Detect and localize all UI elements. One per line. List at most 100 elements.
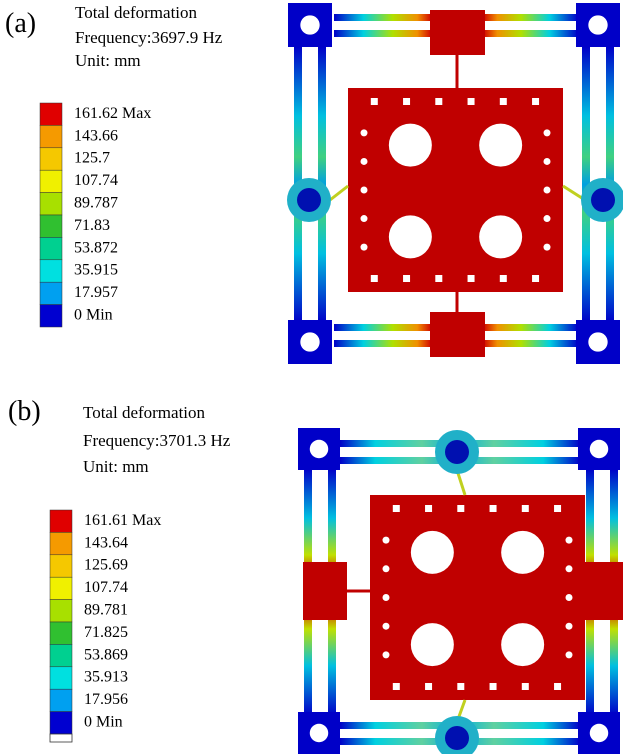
- title: Total deformation: [83, 403, 206, 422]
- legend-label: 161.61 Max: [84, 512, 161, 529]
- hole: [310, 724, 328, 742]
- legend-label: 35.915: [74, 262, 118, 279]
- hole: [468, 275, 475, 282]
- legend-label: 89.781: [84, 601, 128, 618]
- hole: [393, 505, 400, 512]
- legend-label: 35.913: [84, 669, 128, 686]
- figure: (a)Total deformationFrequency:3697.9 HzU…: [0, 0, 623, 754]
- legend-swatch: [40, 215, 62, 237]
- legend-swatch: [40, 193, 62, 215]
- legend-label: 161.62 Max: [74, 105, 151, 122]
- legend-swatch: [40, 125, 62, 147]
- legend-label: 53.872: [74, 239, 118, 256]
- beam: [334, 324, 432, 331]
- hole: [554, 683, 561, 690]
- hole: [544, 158, 551, 165]
- tab: [583, 562, 623, 620]
- legend-label: 125.69: [84, 557, 128, 574]
- legend-label: 107.74: [74, 172, 118, 189]
- legend-label: 143.66: [74, 127, 118, 144]
- legend-swatch: [40, 170, 62, 192]
- hole: [544, 187, 551, 194]
- hole: [361, 158, 368, 165]
- hole: [371, 98, 378, 105]
- tab: [430, 312, 485, 357]
- anchor: [445, 440, 469, 464]
- legend-swatch: [40, 282, 62, 304]
- unit: Unit: mm: [75, 51, 141, 70]
- hole: [544, 129, 551, 136]
- legend-swatch: [50, 600, 72, 622]
- frequency: Frequency:3697.9 Hz: [75, 28, 223, 47]
- hole: [389, 124, 432, 167]
- title: Total deformation: [75, 3, 198, 22]
- legend-swatch: [50, 510, 72, 532]
- hole: [411, 531, 454, 574]
- anchor: [297, 188, 321, 212]
- proof-mass: [370, 495, 585, 700]
- hole: [435, 275, 442, 282]
- connector: [330, 186, 348, 200]
- proof-mass: [348, 88, 563, 292]
- hole: [588, 332, 607, 351]
- hole: [403, 98, 410, 105]
- hole: [588, 15, 607, 34]
- hole: [490, 683, 497, 690]
- legend-swatch: [40, 237, 62, 259]
- hole: [566, 537, 573, 544]
- legend-label: 17.957: [74, 284, 118, 301]
- hole: [300, 15, 319, 34]
- legend-swatch: [50, 734, 72, 742]
- hole: [566, 594, 573, 601]
- legend-swatch: [50, 644, 72, 666]
- beam: [483, 324, 578, 331]
- hole: [500, 98, 507, 105]
- legend-swatch: [50, 577, 72, 599]
- hole: [435, 98, 442, 105]
- legend-swatch: [50, 667, 72, 689]
- tab: [430, 10, 485, 55]
- hole: [500, 275, 507, 282]
- hole: [361, 187, 368, 194]
- legend-swatch: [50, 689, 72, 711]
- legend-swatch: [40, 260, 62, 282]
- hole: [383, 565, 390, 572]
- hole: [522, 683, 529, 690]
- legend-swatch: [40, 148, 62, 170]
- hole: [544, 215, 551, 222]
- hole: [403, 275, 410, 282]
- hole: [383, 651, 390, 658]
- hole: [532, 275, 539, 282]
- hole: [383, 623, 390, 630]
- beam: [334, 14, 432, 21]
- hole: [544, 244, 551, 251]
- legend-swatch: [40, 305, 62, 327]
- hole: [361, 244, 368, 251]
- hole: [389, 215, 432, 258]
- hole: [361, 215, 368, 222]
- tab: [303, 562, 347, 620]
- hole: [300, 332, 319, 351]
- hole: [383, 594, 390, 601]
- legend-label: 89.787: [74, 194, 118, 211]
- hole: [425, 683, 432, 690]
- legend-label: 143.64: [84, 534, 128, 551]
- hole: [393, 683, 400, 690]
- hole: [425, 505, 432, 512]
- hole: [371, 275, 378, 282]
- legend-label: 125.7: [74, 150, 110, 167]
- legend-label: 0 Min: [84, 713, 123, 730]
- hole: [566, 565, 573, 572]
- legend-swatch: [50, 712, 72, 734]
- unit: Unit: mm: [83, 457, 149, 476]
- beam: [483, 30, 578, 37]
- hole: [361, 129, 368, 136]
- hole: [411, 623, 454, 666]
- legend-swatch: [50, 622, 72, 644]
- beam: [334, 340, 432, 347]
- hole: [490, 505, 497, 512]
- hole: [554, 505, 561, 512]
- panel-label: (b): [8, 396, 41, 427]
- beam: [334, 30, 432, 37]
- legend-swatch: [40, 103, 62, 125]
